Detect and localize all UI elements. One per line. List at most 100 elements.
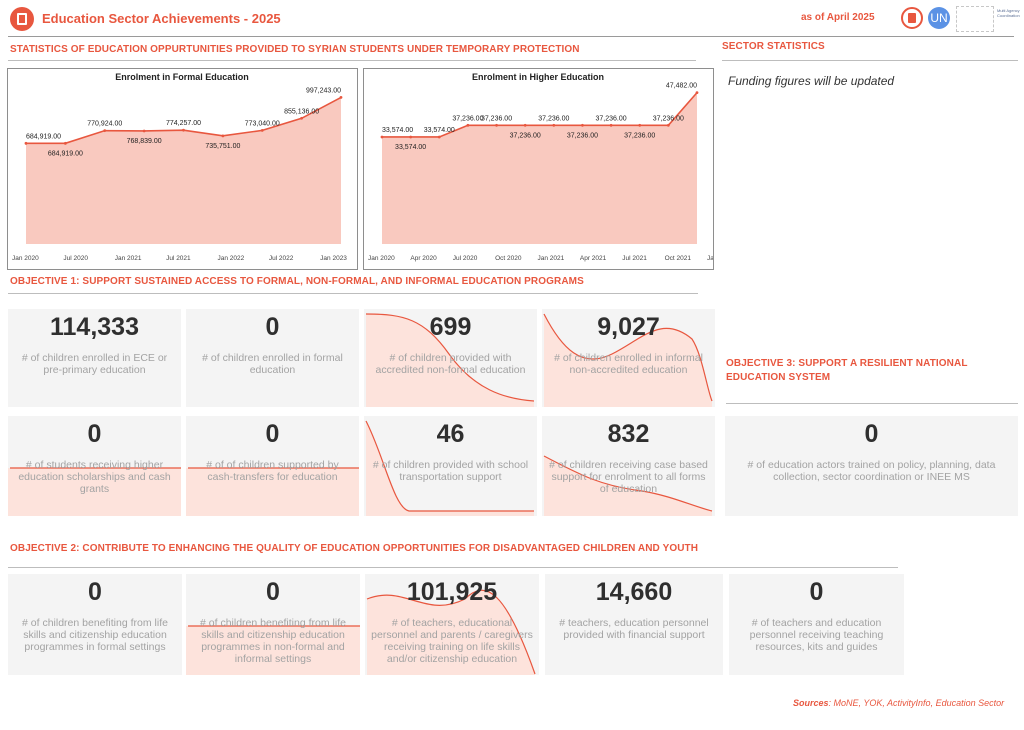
kpi-value: 0 (87, 420, 102, 448)
chart-point (24, 141, 28, 145)
kpi-card: 114,333 # of children enrolled in ECE or … (8, 309, 181, 407)
kpi-value: 114,333 (50, 313, 139, 341)
kpi-card: 0 # of children benefiting from life skil… (186, 574, 360, 675)
chart-point (300, 116, 304, 120)
x-tick-label: Jul 2022 (269, 255, 294, 262)
data-label: 773,040.00 (245, 120, 280, 127)
chart-title: Enrolment in Higher Education (472, 72, 604, 82)
kpi-card: 0 # of education actors trained on policy… (725, 416, 1018, 516)
un-logo-icon: UN (928, 7, 950, 29)
data-label: 37,236.00 (510, 132, 541, 139)
x-tick-label: Jan 2021 (115, 255, 142, 262)
chart-point (142, 129, 146, 133)
sources-note: Sources: MoNE, YOK, ActivityInfo, Educat… (793, 698, 1005, 708)
kpi-label: # of children benefiting from life skill… (22, 617, 168, 653)
formal-education-chart: Enrolment in Formal Education 684,919.00 6… (7, 68, 358, 270)
partner-logo-text: Multi Agency Coordination (997, 8, 1020, 18)
x-tick-label: Jul 2021 (622, 255, 647, 262)
kpi-value: 0 (88, 578, 102, 606)
chart-point (466, 123, 470, 127)
data-label: 33,574.00 (424, 127, 455, 134)
kpi-label: # of teachers, educational personnel and… (371, 617, 533, 665)
objective1-title: OBJECTIVE 1: SUPPORT SUSTAINED ACCESS TO… (10, 276, 584, 287)
chart-point (409, 135, 413, 139)
data-label: 37,236.00 (452, 115, 483, 122)
data-label: 684,919.00 (26, 133, 61, 140)
kpi-label: # of children enrolled in ECE or pre-pri… (21, 352, 168, 376)
kpi-label: # of teachers and education personnel re… (749, 617, 884, 653)
report-date: as of April 2025 (801, 12, 875, 23)
chart-point (182, 128, 185, 132)
statistics-divider (8, 60, 696, 61)
chart-point (609, 123, 613, 127)
kpi-card: 101,925 # of teachers, educational person… (365, 574, 539, 675)
formal-education-chart-svg: Enrolment in Formal Education 684,919.00 6… (12, 72, 347, 262)
x-tick-label: Apr 2021 (580, 255, 607, 262)
chart-point (63, 141, 67, 145)
x-tick-label: Oct 2021 (665, 255, 692, 262)
data-label: 684,919.00 (48, 150, 83, 157)
header-divider (8, 36, 1014, 37)
kpi-card: 0 # of children enrolled in formal educat… (186, 309, 359, 407)
data-label: 855,136.00 (284, 108, 319, 115)
x-tick-label: Jul 2021 (166, 255, 191, 262)
chart-point (581, 123, 584, 127)
data-label: 37,236.00 (538, 115, 569, 122)
kpi-label: # of children provided with accredited n… (375, 352, 526, 376)
sparkline-decoration (365, 420, 534, 516)
data-label: 774,257.00 (166, 120, 201, 127)
kpi-card: 832 # of children receiving case based su… (542, 416, 715, 516)
sparkline-decoration (186, 625, 360, 675)
kpi-card: 46 # of children provided with school tra… (364, 416, 537, 516)
chart-point (523, 123, 527, 127)
chart-title: Enrolment in Formal Education (115, 72, 249, 82)
data-label: 47,482.00 (666, 83, 697, 90)
x-tick-label: Jan 2022 (707, 255, 713, 262)
data-label: 37,236.00 (567, 132, 598, 139)
x-tick-label: Jan 2023 (320, 255, 347, 262)
kpi-value: 46 (436, 420, 465, 448)
chart-point (638, 123, 642, 127)
chart-point (437, 135, 441, 139)
kpi-card: 0 # of children benefiting from life skil… (8, 574, 182, 675)
kpi-label: # of education actors trained on policy,… (747, 459, 996, 483)
kpi-card: 699 # of children provided with accredite… (364, 309, 537, 407)
sector-statistics-title: SECTOR STATISTICS (722, 41, 825, 52)
chart-point (339, 96, 343, 99)
kpi-card: 0 # of students receiving higher educatio… (8, 416, 181, 516)
kpi-value: 14,660 (595, 578, 673, 606)
sparkline-decoration (365, 313, 535, 407)
sparkline-decoration (366, 589, 536, 675)
data-label: 735,751.00 (205, 143, 240, 150)
chart-point (666, 123, 670, 127)
sparkline-decoration (186, 467, 359, 516)
data-label: 37,236.00 (653, 115, 684, 122)
sparkline-decoration (8, 467, 181, 516)
data-label: 768,839.00 (127, 138, 162, 145)
sector-statistics-divider (722, 60, 1018, 61)
kpi-card: 0 # of teachers and education personnel r… (729, 574, 904, 675)
x-tick-label: Jan 2020 (12, 255, 39, 262)
sparkline-decoration (543, 313, 713, 407)
chart-area (26, 97, 341, 245)
objective3-divider (726, 403, 1018, 404)
kpi-label: # of children receiving case based suppo… (549, 459, 708, 495)
document-icon (10, 7, 34, 31)
kpi-value: 0 (809, 578, 824, 606)
data-label: 33,574.00 (395, 144, 426, 151)
kpi-label: # teachers, education personnel provided… (559, 617, 709, 641)
kpi-value: 9,027 (597, 313, 660, 341)
objective2-title: OBJECTIVE 2: CONTRIBUTE TO ENHANCING THE… (10, 543, 699, 554)
kpi-label: # of children enrolled in formal educati… (202, 352, 343, 376)
kpi-label: # of children provided with school trans… (372, 459, 529, 483)
kpi-value: 101,925 (406, 578, 498, 606)
higher-education-chart-svg: Enrolment in Higher Education 33,574.00 33… (368, 72, 713, 262)
x-tick-label: Jan 2020 (368, 255, 395, 262)
kpi-card: 0 # of of children supported by cash-tran… (186, 416, 359, 516)
higher-education-chart: Enrolment in Higher Education 33,574.00 33… (363, 68, 714, 270)
sector-logo-icon (901, 7, 923, 29)
kpi-value: 0 (864, 420, 879, 448)
kpi-label: # of students receiving higher education… (18, 459, 171, 495)
data-label: 37,236.00 (624, 132, 655, 139)
kpi-label: # of children benefiting from life skill… (200, 617, 346, 665)
